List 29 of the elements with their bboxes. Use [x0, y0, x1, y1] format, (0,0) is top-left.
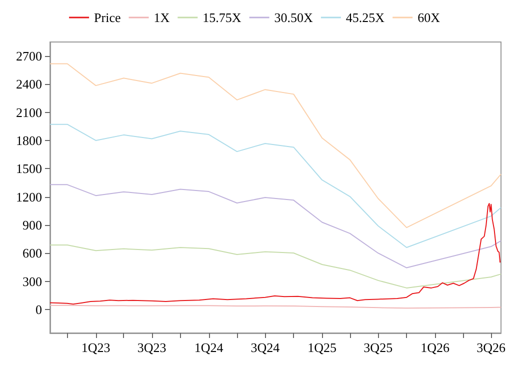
- legend-label: 30.50X: [274, 10, 314, 25]
- line-series: [50, 244, 502, 288]
- line-series: [50, 202, 501, 305]
- y-tick-label: 900: [22, 218, 42, 233]
- line-series: [50, 63, 502, 228]
- x-tick-label: 3Q26: [476, 340, 506, 355]
- y-tick-label: 1500: [16, 161, 42, 176]
- legend-label: Price: [94, 10, 121, 25]
- x-tick-label: 3Q24: [250, 340, 280, 355]
- line-series: [50, 124, 502, 248]
- y-tick-label: 600: [22, 246, 42, 261]
- y-tick-label: 1200: [16, 189, 42, 204]
- legend-label: 60X: [418, 10, 441, 25]
- x-tick-label: 1Q23: [81, 340, 110, 355]
- y-tick-label: 300: [22, 274, 42, 289]
- y-tick-label: 0: [36, 302, 42, 318]
- y-tick-label: 1800: [16, 133, 42, 148]
- legend-label: 15.75X: [202, 10, 242, 25]
- x-tick-label: 3Q25: [364, 340, 393, 355]
- line-series: [50, 184, 502, 268]
- x-tick-label: 1Q24: [194, 340, 224, 355]
- x-tick-label: 1Q26: [420, 340, 450, 355]
- legend-label: 45.25X: [346, 10, 386, 25]
- y-tick-label: 2400: [16, 76, 42, 92]
- x-tick-label: 3Q23: [137, 340, 166, 355]
- legend-label: 1X: [154, 10, 170, 25]
- y-tick-label: 2700: [16, 48, 42, 64]
- x-tick-label: 1Q25: [308, 340, 337, 355]
- y-tick-label: 2100: [16, 104, 42, 120]
